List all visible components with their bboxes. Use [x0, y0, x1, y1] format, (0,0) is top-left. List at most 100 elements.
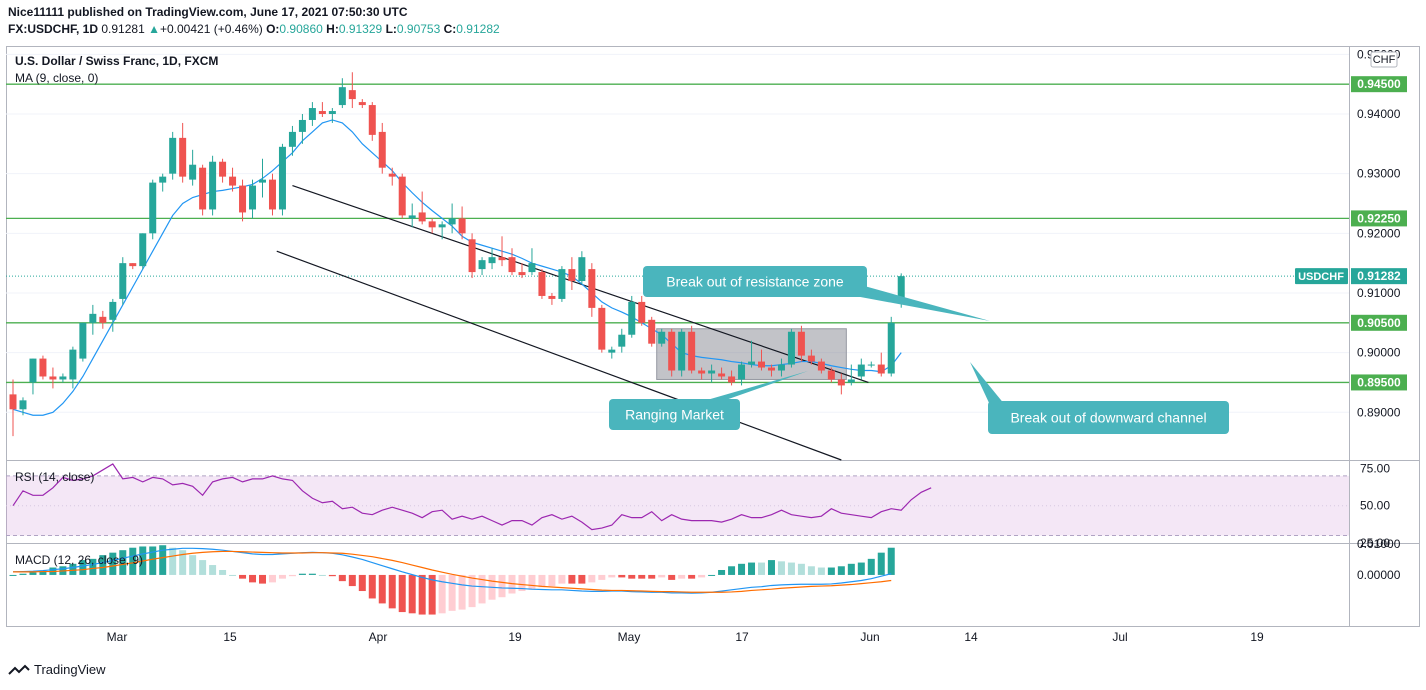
macd-histogram-bar	[548, 574, 556, 587]
annotations: Break out of resistance zone Ranging Mark…	[609, 266, 1229, 434]
tradingview-logo[interactable]: TradingView	[8, 662, 106, 677]
candle-body	[229, 176, 237, 186]
ticker-badge: USDCHF	[1298, 271, 1344, 283]
callout-box	[988, 401, 1229, 434]
publisher-line: Nice11111 published on TradingView.com, …	[8, 5, 408, 19]
x-tick-label: 19	[1250, 630, 1264, 644]
callout-box	[609, 399, 740, 430]
macd-histogram-bar	[817, 567, 825, 575]
candle-body	[837, 379, 845, 386]
rsi-tick-label: 50.00	[1360, 499, 1390, 513]
macd-histogram-bar	[787, 562, 795, 575]
price-tick-label: 0.93000	[1357, 167, 1401, 181]
candle-body	[408, 215, 416, 219]
candles	[9, 72, 905, 437]
macd-histogram-bar	[358, 574, 366, 592]
candle-body	[278, 146, 286, 210]
channel-line	[292, 185, 869, 384]
macd-histogram-bar	[478, 574, 486, 604]
rsi-tick-label: 25.00	[1360, 536, 1390, 550]
macd-histogram-bar	[628, 574, 636, 579]
macd-histogram-bar	[468, 574, 476, 608]
candle-body	[698, 370, 706, 374]
macd-histogram-bar	[19, 573, 27, 575]
macd-tick-label: 0.00000	[1357, 568, 1401, 582]
macd-histogram-bar	[748, 562, 756, 575]
callout-pointer	[850, 282, 990, 321]
candle-body	[358, 102, 366, 106]
candle-body	[678, 331, 686, 371]
ohlc-line: FX:USDCHF, 1D 0.91281 ▲+0.00421 (+0.46%)…	[8, 22, 500, 36]
callout-box	[643, 266, 867, 297]
candle-body	[738, 364, 746, 380]
macd-histogram-bar	[268, 574, 276, 583]
candle-body	[897, 276, 905, 302]
candle-body	[338, 87, 346, 106]
macd-histogram-bar	[867, 558, 875, 575]
candle-body	[718, 373, 726, 377]
candle-body	[89, 313, 97, 323]
svg-text:CHF: CHF	[1373, 54, 1396, 66]
level-label-bg	[1351, 374, 1407, 391]
candle-body	[189, 164, 197, 180]
candle-body	[598, 307, 606, 350]
macd-histogram-bar	[887, 547, 895, 575]
macd-histogram-bar	[678, 574, 686, 579]
macd-histogram-bar	[648, 574, 656, 579]
rsi-series	[12, 463, 932, 531]
level-label: 0.89500	[1357, 375, 1401, 389]
candle-body	[59, 376, 67, 380]
candle-body	[488, 257, 496, 264]
candle-body	[518, 272, 526, 276]
level-label-bg	[1351, 76, 1407, 93]
candle-body	[758, 361, 765, 368]
macd-histogram-bar	[298, 573, 306, 575]
macd-histogram-bar	[777, 561, 785, 575]
brand-label: TradingView	[34, 662, 106, 677]
candle-body	[159, 176, 167, 183]
macd-histogram-bar	[438, 574, 446, 614]
x-tick-label: 17	[735, 630, 749, 644]
candle-body	[748, 361, 756, 365]
candle-body	[478, 260, 486, 270]
candle-body	[708, 370, 716, 374]
price-tick-label: 0.90000	[1357, 346, 1401, 360]
candle-body	[99, 316, 107, 323]
candle-body	[249, 185, 257, 210]
candle-body	[658, 331, 666, 344]
macd-histogram-bar	[119, 550, 127, 575]
candle-body	[847, 379, 855, 383]
tradingview-logo-icon	[8, 664, 30, 675]
macd-histogram-bar	[428, 574, 436, 615]
last-price-label: 0.91282	[1357, 269, 1401, 283]
callout-label: Ranging Market	[625, 407, 724, 423]
level-label-bg	[1351, 314, 1407, 331]
candle-body	[548, 295, 556, 299]
x-tick-label: Mar	[107, 630, 128, 644]
candle-body	[777, 364, 785, 371]
candle-body	[268, 179, 276, 210]
candle-body	[388, 173, 396, 177]
currency-button[interactable]: CHF	[1370, 51, 1398, 68]
macd-histogram-bar	[558, 574, 566, 584]
candle-body	[458, 218, 466, 234]
candle-body	[817, 361, 825, 371]
candle-body	[688, 331, 696, 371]
macd-histogram-bar	[618, 574, 626, 578]
last-price: 0.91281	[101, 22, 145, 36]
level-label: 0.94500	[1357, 77, 1401, 91]
ticker-badge-bg	[1295, 268, 1348, 285]
macd-histogram-bar	[9, 574, 17, 576]
ma-line	[12, 119, 902, 416]
candle-body	[468, 239, 476, 273]
channel-line	[276, 250, 842, 461]
candle-body	[498, 257, 506, 261]
macd-histogram-bar	[698, 574, 706, 578]
macd-histogram-bar	[378, 574, 386, 604]
macd-histogram-bar	[857, 562, 865, 575]
candle-body	[767, 367, 775, 371]
candle-body	[9, 394, 17, 410]
x-tick-label: Apr	[369, 630, 388, 644]
macd-histogram-bar	[758, 562, 765, 575]
